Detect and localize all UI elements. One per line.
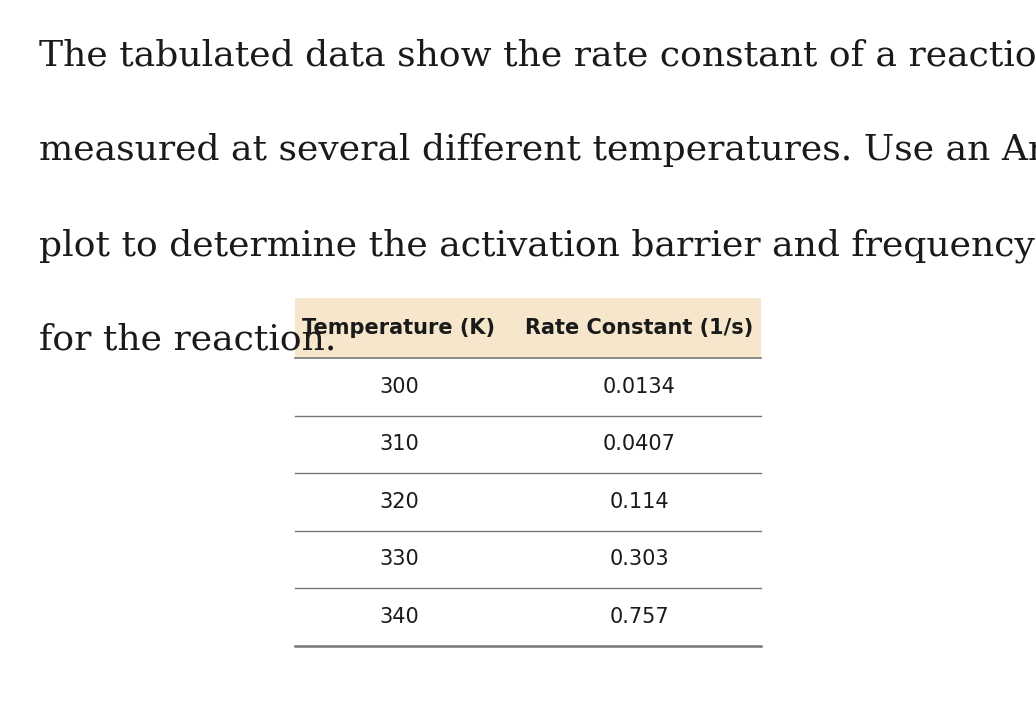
Text: 0.0407: 0.0407 <box>603 435 675 454</box>
Text: 0.114: 0.114 <box>609 492 669 512</box>
Text: Temperature (K): Temperature (K) <box>303 318 495 338</box>
Text: 0.303: 0.303 <box>609 550 669 569</box>
Text: 320: 320 <box>379 492 419 512</box>
FancyBboxPatch shape <box>295 298 761 358</box>
Text: 0.0134: 0.0134 <box>603 377 675 397</box>
Text: 300: 300 <box>379 377 419 397</box>
Text: plot to determine the activation barrier and frequency factor: plot to determine the activation barrier… <box>39 228 1036 263</box>
Text: for the reaction.: for the reaction. <box>39 323 337 357</box>
Text: The tabulated data show the rate constant of a reaction: The tabulated data show the rate constan… <box>39 39 1036 72</box>
Text: 0.757: 0.757 <box>609 607 669 627</box>
Text: 310: 310 <box>379 435 419 454</box>
Text: measured at several different temperatures. Use an Arrhenius: measured at several different temperatur… <box>39 133 1036 167</box>
Text: 340: 340 <box>379 607 419 627</box>
Text: 330: 330 <box>379 550 419 569</box>
Text: Rate Constant (1/s): Rate Constant (1/s) <box>525 318 753 338</box>
